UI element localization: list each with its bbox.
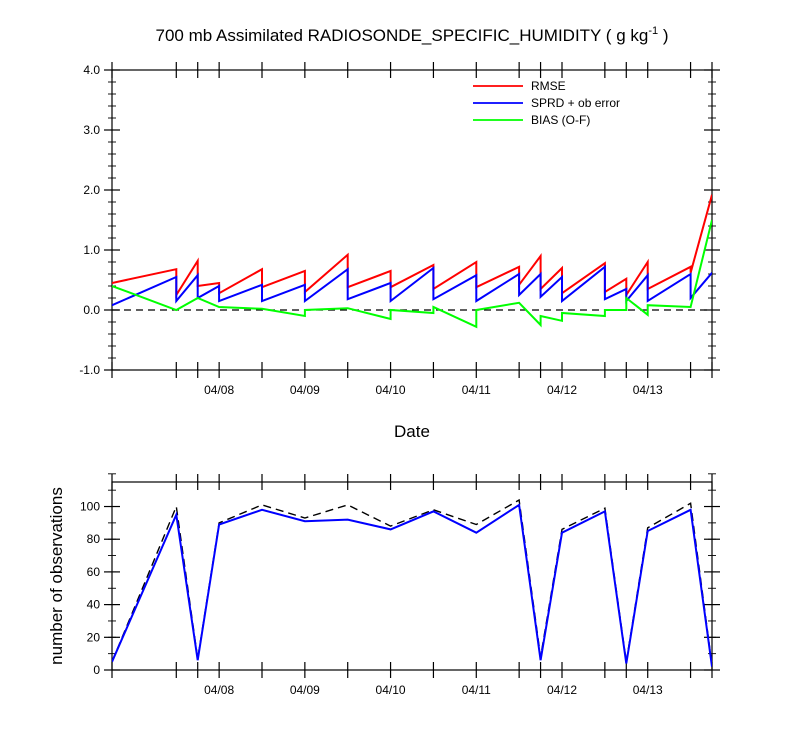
y-tick-label: 20 [87,630,101,644]
y-tick-label: 60 [87,565,101,579]
chart-title-close: ) [658,26,668,45]
y-tick-label: 4.0 [83,63,100,77]
y-tick-label: -1.0 [79,363,100,377]
y-tick-label: 100 [80,500,100,514]
x-axis-title: Date [394,422,430,441]
x-tick-label: 04/11 [462,383,491,397]
top-plot: 04/08 04/09 04/10 04/11 04/12 04/13 -1.0 0.0 1.0… [79,62,720,397]
x-tick-label: 04/11 [462,683,491,697]
plot-frame [111,69,713,371]
series-line-bias-o-f [112,219,712,329]
series-line-rmse [112,194,712,299]
x-tick-label: 04/12 [547,683,577,697]
x-tick-label: 04/09 [290,683,320,697]
x-tick-label: 04/09 [290,383,320,397]
series-line-possible [112,498,712,666]
x-tick-label: 04/08 [204,383,234,397]
plot-frame [111,481,713,671]
x-tick-label: 04/12 [547,383,577,397]
y-axis-title-observations: number of observations [47,487,66,665]
legend: RMSE SPRD + ob error BIAS (O-F) [473,79,620,127]
y-tick-label: 40 [87,598,101,612]
chart-title-superscript: -1 [648,25,658,37]
x-tick-label: 04/10 [376,683,406,697]
series-line-sprd-ob-error [112,264,712,307]
legend-label-rmse: RMSE [531,79,566,93]
y-tick-label: 0.0 [83,303,100,317]
x-tick-label: 04/13 [633,683,663,697]
legend-label-bias: BIAS (O-F) [531,113,590,127]
bottom-plot: 04/08 04/09 04/10 04/11 04/12 04/13 0 20 40 60 80 1… [80,473,720,697]
x-tick-label: 04/10 [376,383,406,397]
y-tick-label: 3.0 [83,123,100,137]
y-tick-label: 0 [93,663,100,677]
y-tick-label: 1.0 [83,243,100,257]
x-tick-label: 04/13 [633,383,663,397]
y-tick-label: 80 [87,532,101,546]
series-line-assimilated [112,503,712,667]
x-tick-label: 04/08 [204,683,234,697]
y-tick-label: 2.0 [83,183,100,197]
chart-title: 700 mb Assimilated RADIOSONDE_SPECIFIC_H… [156,25,669,45]
legend-label-sprd: SPRD + ob error [531,96,620,110]
